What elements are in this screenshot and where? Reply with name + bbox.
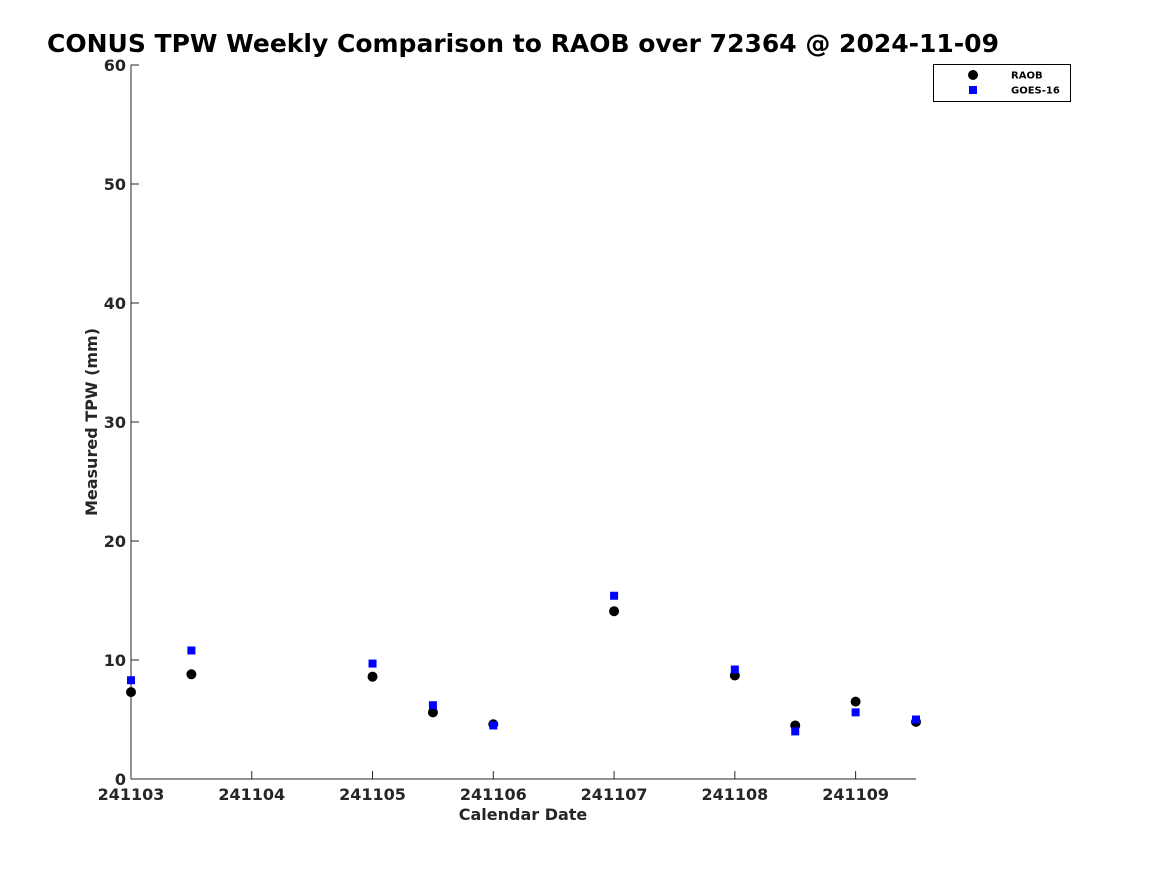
legend-label-raob: RAOB xyxy=(1011,71,1043,82)
legend-marker-raob xyxy=(968,70,978,80)
chart-title: CONUS TPW Weekly Comparison to RAOB over… xyxy=(47,29,999,58)
x-tick-label: 241103 xyxy=(98,785,165,804)
axes: 241103 241104 241105 241106 241107 241108 2411… xyxy=(98,56,916,804)
x-tick-label: 241104 xyxy=(218,785,285,804)
y-tick-label: 20 xyxy=(104,532,126,551)
y-tick-label: 60 xyxy=(104,56,126,75)
point-goes-16 xyxy=(428,701,437,710)
legend: RAOB GOES-16 xyxy=(933,64,1071,102)
point-raob xyxy=(186,669,197,680)
x-tick-label: 241106 xyxy=(460,785,527,804)
y-axis-label: Measured TPW (mm) xyxy=(82,328,101,516)
data-points xyxy=(126,591,921,736)
point-goes-16 xyxy=(489,721,498,730)
point-raob xyxy=(126,687,136,698)
x-tick-label: 241109 xyxy=(822,785,889,804)
point-goes-16 xyxy=(127,676,135,685)
point-raob xyxy=(367,671,378,682)
point-goes-16 xyxy=(368,659,377,668)
point-goes-16 xyxy=(187,646,196,655)
x-tick-label: 241105 xyxy=(339,785,406,804)
y-tick-label: 40 xyxy=(104,294,126,313)
point-goes-16 xyxy=(851,708,860,717)
y-tick-label: 10 xyxy=(104,651,126,670)
point-goes-16 xyxy=(730,665,739,674)
x-tick-label: 241108 xyxy=(701,785,768,804)
legend-box xyxy=(933,64,1071,102)
point-goes-16 xyxy=(610,591,619,600)
x-axis-label: Calendar Date xyxy=(459,805,588,824)
point-goes-16 xyxy=(912,715,920,724)
legend-label-goes-16: GOES-16 xyxy=(1011,86,1060,97)
x-tick-label: 241107 xyxy=(581,785,648,804)
y-tick-label: 0 xyxy=(115,770,126,789)
y-tick-label: 30 xyxy=(104,413,126,432)
legend-marker-goes-16 xyxy=(969,86,977,94)
y-tick-label: 50 xyxy=(104,175,126,194)
point-raob xyxy=(427,707,438,718)
point-goes-16 xyxy=(791,727,800,736)
point-raob xyxy=(609,606,620,617)
point-raob xyxy=(850,696,861,707)
